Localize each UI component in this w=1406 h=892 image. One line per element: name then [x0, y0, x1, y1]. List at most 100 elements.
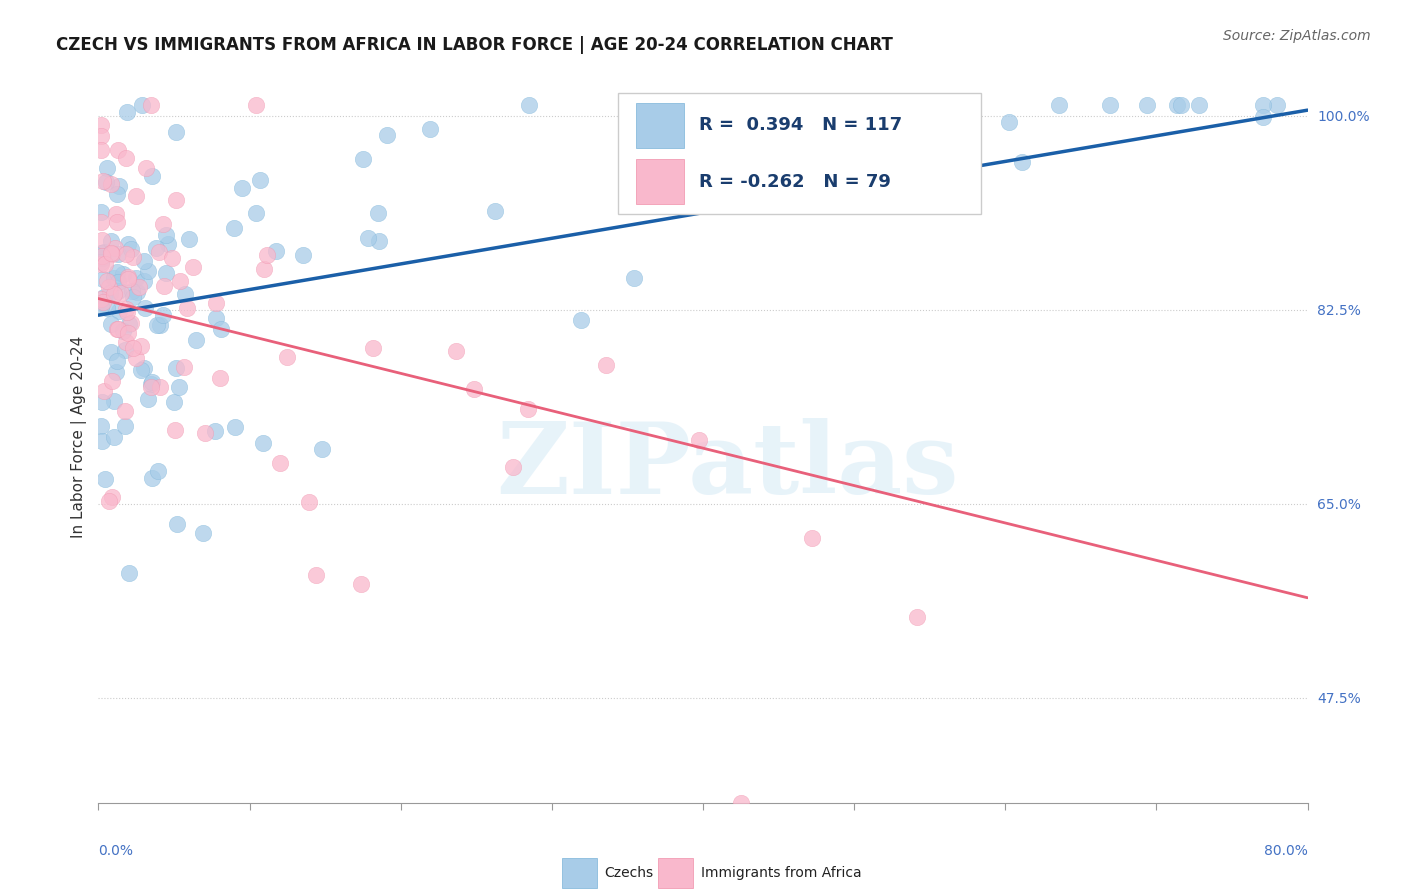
Text: R =  0.394   N = 117: R = 0.394 N = 117 [699, 117, 903, 135]
Point [148, 244, 170, 259]
Point [730, 796, 752, 810]
Point [117, 271, 139, 285]
Point [120, 316, 142, 330]
Point [166, 360, 188, 375]
Point [350, 577, 373, 591]
Point [905, 610, 928, 624]
Point [208, 371, 231, 385]
Point [186, 333, 208, 347]
Point [955, 161, 977, 175]
Point [1251, 111, 1274, 125]
Point [1047, 97, 1070, 112]
Point [304, 568, 326, 582]
Point [141, 471, 163, 485]
Point [311, 442, 333, 457]
Point [100, 345, 122, 359]
Text: ZIPatlas: ZIPatlas [496, 417, 959, 515]
Point [204, 424, 226, 438]
Point [114, 343, 136, 357]
Point [91, 233, 114, 247]
Point [1267, 97, 1289, 112]
Point [121, 284, 143, 298]
Point [955, 140, 977, 154]
Point [163, 395, 186, 409]
Point [100, 317, 122, 331]
Point [107, 304, 129, 318]
Point [165, 125, 187, 139]
Point [115, 305, 138, 319]
Point [103, 286, 125, 301]
Point [484, 203, 506, 218]
Point [209, 322, 232, 336]
Point [367, 235, 389, 249]
Point [801, 181, 824, 195]
Point [181, 260, 204, 274]
Point [139, 377, 162, 392]
Point [129, 339, 152, 353]
Point [107, 246, 129, 260]
Point [148, 464, 170, 478]
Point [245, 97, 267, 112]
Point [163, 423, 186, 437]
Point [117, 326, 139, 340]
Text: 0.0%: 0.0% [98, 845, 134, 858]
Point [169, 274, 191, 288]
Point [176, 301, 198, 315]
Point [1251, 97, 1274, 112]
Point [135, 161, 157, 176]
Point [107, 321, 129, 335]
Point [204, 311, 226, 326]
Point [100, 234, 122, 248]
Point [193, 525, 215, 540]
Point [276, 350, 298, 364]
Point [125, 351, 148, 366]
Point [245, 206, 267, 220]
Point [105, 322, 128, 336]
Point [167, 380, 190, 394]
Point [90, 257, 112, 271]
Point [139, 97, 162, 112]
Point [96, 161, 118, 176]
Point [90, 255, 112, 269]
Point [115, 247, 138, 261]
Point [118, 317, 141, 331]
Point [90, 292, 112, 306]
Point [173, 359, 195, 374]
Point [377, 128, 399, 142]
Point [134, 301, 156, 316]
Point [146, 318, 169, 333]
Point [120, 242, 142, 256]
Point [367, 206, 389, 220]
Point [256, 248, 278, 262]
Point [91, 249, 114, 263]
Point [100, 374, 122, 388]
Point [419, 122, 441, 136]
Point [569, 313, 592, 327]
Point [1166, 97, 1188, 112]
Point [129, 363, 152, 377]
Point [444, 344, 467, 359]
Point [98, 285, 121, 300]
Point [1099, 97, 1122, 112]
Point [122, 289, 145, 303]
Point [105, 207, 128, 221]
Point [149, 379, 172, 393]
Point [253, 261, 276, 276]
Point [595, 359, 617, 373]
Point [998, 114, 1021, 128]
Point [112, 325, 135, 339]
Point [205, 296, 228, 310]
Point [141, 375, 163, 389]
Point [155, 228, 177, 243]
Point [231, 181, 253, 195]
Point [174, 287, 197, 301]
Point [90, 143, 112, 157]
Point [156, 236, 179, 251]
Point [93, 256, 115, 270]
FancyBboxPatch shape [637, 159, 683, 204]
FancyBboxPatch shape [561, 858, 596, 888]
Point [132, 254, 155, 268]
Point [856, 97, 879, 112]
Point [800, 531, 823, 545]
Point [136, 264, 159, 278]
